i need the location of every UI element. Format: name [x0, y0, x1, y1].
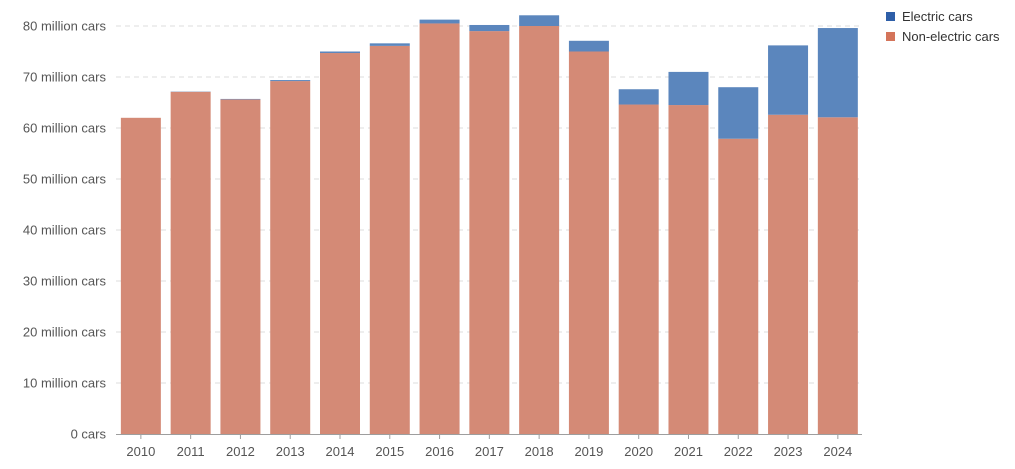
bar-electric-2024[interactable] — [817, 28, 858, 118]
y-tick-label: 50 million cars — [23, 172, 107, 187]
x-tick-label: 2012 — [226, 444, 255, 459]
legend-label-non-electric: Non-electric cars — [902, 28, 1000, 44]
x-tick-label: 2018 — [525, 444, 554, 459]
y-tick-label: 10 million cars — [23, 376, 107, 391]
y-tick-label: 80 million cars — [23, 19, 107, 34]
bar-non-electric-2014[interactable] — [320, 53, 360, 434]
legend-label-electric: Electric cars — [902, 8, 973, 24]
bar-non-electric-2016[interactable] — [419, 23, 460, 434]
bars — [120, 15, 858, 435]
bar-non-electric-2012[interactable] — [220, 99, 261, 434]
bar-non-electric-2022[interactable] — [718, 138, 759, 434]
bar-non-electric-2019[interactable] — [568, 51, 609, 435]
bar-non-electric-2013[interactable] — [270, 81, 311, 434]
y-tick-label: 0 cars — [71, 427, 107, 442]
bar-non-electric-2010[interactable] — [120, 117, 161, 435]
bar-electric-2019[interactable] — [568, 40, 609, 52]
y-tick-label: 20 million cars — [23, 325, 107, 340]
x-tick-label: 2011 — [177, 444, 205, 459]
legend-swatch-non-electric — [886, 31, 895, 41]
x-tick-label: 2019 — [574, 444, 603, 459]
legend: Electric cars Non-electric cars — [886, 6, 1000, 46]
bar-electric-2022[interactable] — [718, 87, 759, 139]
legend-swatch-electric — [886, 11, 895, 21]
x-tick-label: 2010 — [126, 444, 155, 459]
x-tick-label: 2023 — [774, 444, 803, 459]
bar-electric-2018[interactable] — [519, 15, 560, 26]
bar-non-electric-2024[interactable] — [817, 117, 858, 434]
x-tick-label: 2022 — [724, 444, 753, 459]
bar-electric-2012[interactable] — [220, 98, 261, 100]
bar-electric-2020[interactable] — [618, 89, 659, 105]
legend-item-electric[interactable]: Electric cars — [886, 6, 1000, 26]
x-tick-label: 2024 — [823, 444, 852, 459]
x-tick-label: 2016 — [425, 444, 454, 459]
bar-non-electric-2023[interactable] — [768, 114, 809, 435]
bar-electric-2015[interactable] — [369, 43, 410, 46]
x-tick-label: 2014 — [326, 444, 355, 459]
x-tick-label: 2015 — [375, 444, 404, 459]
bar-non-electric-2011[interactable] — [170, 91, 211, 434]
bar-electric-2014[interactable] — [320, 51, 360, 54]
x-tick-label: 2017 — [475, 444, 504, 459]
x-tick-label: 2013 — [276, 444, 305, 459]
y-tick-label: 70 million cars — [23, 70, 107, 85]
y-tick-label: 30 million cars — [23, 274, 107, 289]
bar-non-electric-2017[interactable] — [469, 31, 510, 434]
y-tick-label: 60 million cars — [23, 121, 107, 136]
x-tick-label: 2021 — [674, 444, 703, 459]
bar-electric-2021[interactable] — [668, 71, 709, 106]
bar-non-electric-2021[interactable] — [668, 105, 709, 435]
axes: 0 cars 10 million cars 20 million cars 30 m… — [23, 19, 862, 459]
legend-item-non-electric[interactable]: Non-electric cars — [886, 26, 1000, 46]
y-tick-label: 40 million cars — [23, 223, 107, 238]
bar-electric-2016[interactable] — [419, 19, 460, 24]
bar-electric-2017[interactable] — [469, 24, 510, 32]
bar-electric-2013[interactable] — [270, 80, 311, 82]
bar-non-electric-2020[interactable] — [618, 104, 659, 434]
x-tick-label: 2020 — [624, 444, 653, 459]
bar-non-electric-2015[interactable] — [369, 45, 410, 434]
bar-non-electric-2018[interactable] — [519, 26, 560, 434]
bar-electric-2023[interactable] — [768, 45, 809, 115]
